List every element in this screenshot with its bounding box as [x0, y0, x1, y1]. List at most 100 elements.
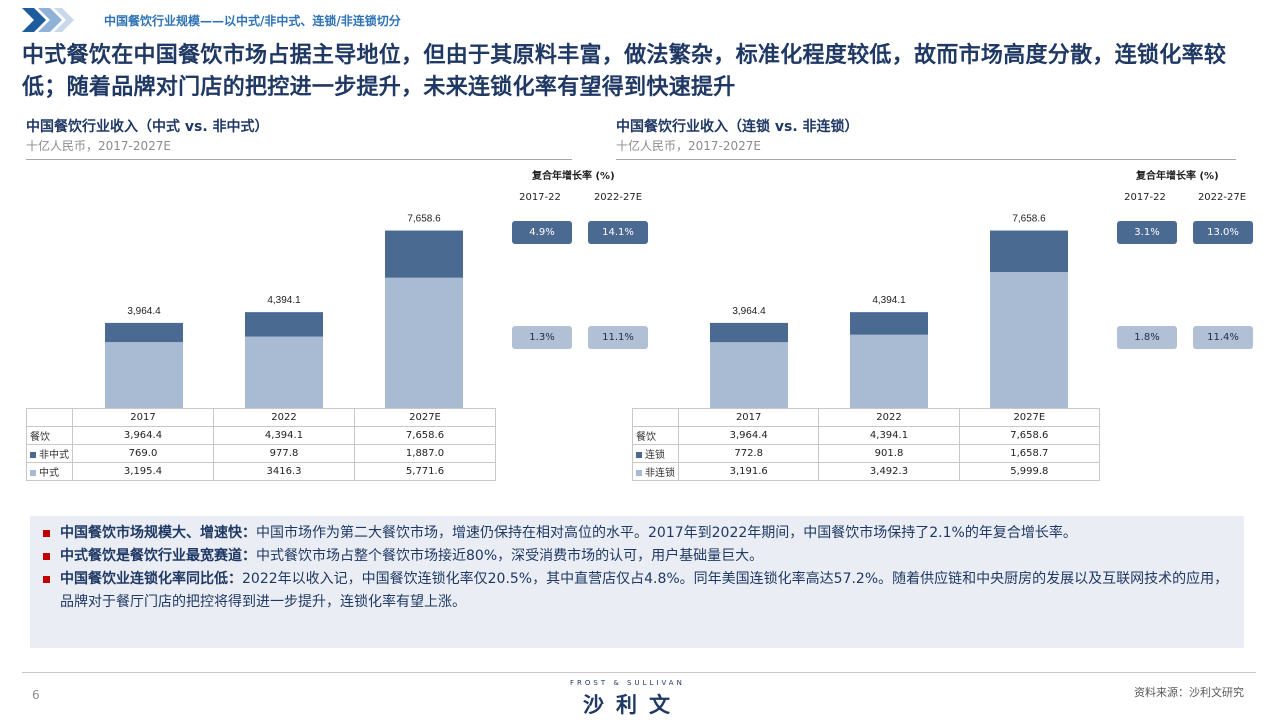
- table-row-label: 非连锁: [632, 462, 679, 481]
- table-row-label: 中式: [26, 462, 73, 481]
- table-cell: 3416.3: [213, 462, 355, 481]
- table-year: 2017: [72, 408, 214, 427]
- chart-subtitle: 十亿人民币，2017-2027E: [26, 139, 171, 153]
- table-cell: 3,195.4: [72, 462, 214, 481]
- table-cell: 3,191.6: [677, 462, 820, 481]
- table-cell: 7,658.6: [354, 426, 496, 445]
- table-cell: 1,658.7: [958, 444, 1101, 463]
- table-row: 餐饮 3,964.4 4,394.1 7,658.6: [632, 426, 1101, 445]
- finding-lead: 中国餐饮市场规模大、增速快：: [60, 525, 256, 541]
- table-row: 非连锁 3,191.6 3,492.3 5,999.8: [632, 462, 1101, 481]
- table-cell: 3,964.4: [677, 426, 820, 445]
- bar-segment-top: [710, 322, 788, 343]
- table-cell: 5,999.8: [958, 462, 1101, 481]
- page-headline: 中式餐饮在中国餐饮市场占据主导地位，但由于其原料丰富，做法繁杂，标准化程度较低，…: [22, 43, 1227, 100]
- key-findings-box: 中国餐饮市场规模大、增速快：中国市场作为第二大餐饮市场，增速仍保持在相对高位的水…: [30, 516, 1244, 648]
- table-row: 餐饮 3,964.4 4,394.1 7,658.6: [26, 426, 496, 445]
- legend-swatch: [636, 452, 642, 458]
- bar-segment-base: [245, 336, 323, 422]
- table-row-label: 连锁: [632, 444, 679, 463]
- square-bullet-icon: [43, 553, 50, 560]
- footer-divider: [22, 672, 1256, 673]
- finding-item: 中国餐饮市场规模大、增速快：中国市场作为第二大餐饮市场，增速仍保持在相对高位的水…: [40, 522, 1234, 545]
- table-year: 2027E: [958, 408, 1101, 427]
- right-chart-panel: 中国餐饮行业收入（连锁 vs. 非连锁） 十亿人民币，2017-2027E 复合…: [612, 116, 1253, 500]
- table-year: 2027E: [354, 408, 496, 427]
- chart-title: 中国餐饮行业收入（中式 vs. 非中式）: [26, 119, 269, 135]
- finding-lead: 中国餐饮业连锁化率同比低：: [60, 571, 242, 587]
- table-cell: 901.8: [818, 444, 960, 463]
- finding-item: 中国餐饮业连锁化率同比低：2022年以收入记，中国餐饮连锁化率仅20.5%，其中…: [40, 568, 1234, 614]
- cagr-badge: 4.9%: [512, 221, 572, 244]
- bar-total-label: 4,394.1: [872, 295, 906, 306]
- divider: [26, 159, 572, 160]
- cagr-period-1: 2017-22: [519, 192, 561, 203]
- table-corner: [26, 408, 73, 427]
- chart-title: 中国餐饮行业收入（连锁 vs. 非连锁）: [616, 119, 859, 135]
- cagr-period-2: 2022-27E: [1197, 192, 1247, 203]
- table-cell: 5,771.6: [354, 462, 496, 481]
- legend-swatch: [30, 470, 36, 476]
- table-row: 连锁 772.8 901.8 1,658.7: [632, 444, 1101, 463]
- left-chart-panel: 中国餐饮行业收入（中式 vs. 非中式） 十亿人民币，2017-2027E 复合…: [22, 116, 662, 500]
- finding-body: 2022年以收入记，中国餐饮连锁化率仅20.5%，其中直营店仅占4.8%。同年美…: [60, 571, 1229, 610]
- bar-segment-top: [385, 230, 463, 278]
- cagr-period-1: 2017-22: [1124, 192, 1166, 203]
- bar-segment-top: [245, 312, 323, 337]
- cagr-badge: 1.8%: [1117, 326, 1177, 349]
- legend-swatch: [636, 470, 642, 476]
- table-row: 中式 3,195.4 3416.3 5,771.6: [26, 462, 496, 481]
- bar-total-label: 4,394.1: [267, 295, 301, 306]
- finding-item: 中式餐饮是餐饮行业最宽赛道：中式餐饮市场占整个餐饮市场接近80%，深受消费市场的…: [40, 545, 1234, 568]
- cagr-badge: 3.1%: [1117, 221, 1177, 244]
- table-cell: 977.8: [213, 444, 355, 463]
- bar-total-label: 3,964.4: [732, 306, 766, 317]
- table-cell: 1,887.0: [354, 444, 496, 463]
- finding-lead: 中式餐饮是餐饮行业最宽赛道：: [60, 548, 256, 564]
- logo-chinese: 沙利文: [583, 693, 682, 717]
- table-cell: 3,492.3: [818, 462, 960, 481]
- section-label: 中国餐饮行业规模——以中式/非中式、连锁/非连锁切分: [104, 14, 401, 28]
- table-cell: 4,394.1: [818, 426, 960, 445]
- chevron-arrows-icon: [22, 8, 74, 32]
- bar-segment-top: [850, 312, 928, 335]
- finding-body: 中式餐饮市场占整个餐饮市场接近80%，深受消费市场的认可，用户基础量巨大。: [256, 548, 764, 564]
- cagr-badge: 11.4%: [1193, 326, 1253, 349]
- table-cell: 769.0: [72, 444, 214, 463]
- logo-english: FROST & SULLIVAN: [570, 679, 685, 687]
- cagr-period-2: 2022-27E: [593, 192, 643, 203]
- cagr-badge: 14.1%: [588, 221, 648, 244]
- square-bullet-icon: [43, 530, 50, 537]
- chart-subtitle: 十亿人民币，2017-2027E: [616, 139, 761, 153]
- table-row: 非中式 769.0 977.8 1,887.0: [26, 444, 496, 463]
- table-cell: 7,658.6: [958, 426, 1101, 445]
- bar-segment-top: [990, 230, 1068, 273]
- cagr-header: 复合年增长率 (%): [532, 171, 615, 182]
- divider: [616, 159, 1236, 160]
- bar-segment-base: [990, 272, 1068, 422]
- stacked-bar-chart: 3,964.4 4,394.1 7,658.6: [26, 214, 496, 423]
- page-number: 6: [32, 688, 40, 702]
- table-cell: 3,964.4: [72, 426, 214, 445]
- bar-total-label: 3,964.4: [127, 306, 161, 317]
- bar-segment-top: [105, 322, 183, 343]
- cagr-badge: 13.0%: [1193, 221, 1253, 244]
- bar-total-label: 7,658.6: [1012, 214, 1046, 225]
- cagr-header: 复合年增长率 (%): [1136, 171, 1219, 182]
- table-row-label: 非中式: [26, 444, 73, 463]
- bar-segment-base: [385, 277, 463, 422]
- table-row: 2017 2022 2027E: [26, 408, 496, 427]
- cagr-badge: 1.3%: [512, 326, 572, 349]
- table-row-label: 餐饮: [632, 426, 679, 445]
- table-row-label: 餐饮: [26, 426, 73, 445]
- stacked-bar-chart: 3,964.4 4,394.1 7,658.6: [632, 214, 1100, 423]
- finding-body: 中国市场作为第二大餐饮市场，增速仍保持在相对高位的水平。2017年到2022年期…: [256, 525, 1077, 541]
- table-cell: 772.8: [677, 444, 820, 463]
- table-row: 2017 2022 2027E: [632, 408, 1101, 427]
- table-cell: 4,394.1: [213, 426, 355, 445]
- legend-swatch: [30, 452, 36, 458]
- data-table: 2017 2022 2027E 餐饮 3,964.4 4,394.1 7,658…: [26, 408, 496, 481]
- table-year: 2022: [818, 408, 960, 427]
- square-bullet-icon: [43, 576, 50, 583]
- cagr-badge: 11.1%: [588, 326, 648, 349]
